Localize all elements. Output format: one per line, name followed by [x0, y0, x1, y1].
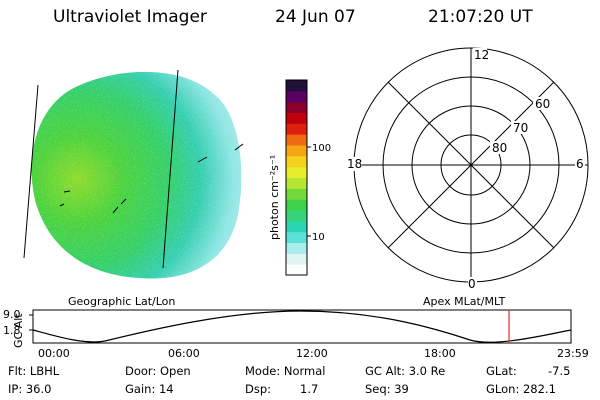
mlt-label-6: 6 [576, 157, 584, 171]
colorbar [285, 79, 311, 276]
info-gc-alt: GC Alt: 3.0 Re [365, 364, 446, 378]
colorbar-swatch [286, 155, 307, 168]
timeline-ytick-9: 9.0 [3, 308, 21, 321]
colorbar-swatch [286, 199, 307, 211]
colorbar-swatch [286, 90, 307, 103]
info-ip: IP: 36.0 [8, 382, 52, 396]
colorbar-tick-100: 100 [312, 143, 331, 154]
timeline-xtick-1800: 18:00 [424, 347, 456, 360]
colorbar-swatch [286, 177, 307, 189]
colorbar-swatch [286, 80, 307, 92]
map-overlay-lines [23, 69, 244, 269]
info-glat-label: GLat: [486, 364, 517, 378]
timeline-xtick-0600: 06:00 [168, 347, 200, 360]
colorbar-swatch [286, 264, 307, 276]
colorbar-swatch [286, 188, 307, 200]
colorbar-swatch [286, 166, 307, 178]
info-gain: Gain: 14 [125, 382, 174, 396]
colorbar-swatch [286, 112, 307, 124]
mlt-label-12: 12 [474, 48, 489, 62]
uvi-earth-disk [31, 71, 242, 279]
lat-label-60: 60 [535, 97, 550, 111]
mlt-label-18: 18 [347, 157, 362, 171]
info-dsp-label: Dsp: [245, 382, 272, 396]
colorbar-swatch [286, 253, 307, 265]
app-title: Ultraviolet Imager [53, 7, 207, 27]
timeline-right-title: Apex MLat/MLT [423, 295, 506, 308]
info-dsp-value: 1.7 [300, 382, 319, 396]
info-glat-value: -7.5 [548, 364, 571, 378]
polar-grid [353, 47, 589, 283]
timeline-xtick-2359: 23:59 [557, 347, 589, 360]
colorbar-frame [285, 79, 308, 276]
info-seq: Seq: 39 [365, 382, 409, 396]
orbit-timeline [29, 309, 572, 344]
colorbar-tick-10: 10 [312, 232, 325, 243]
colorbar-swatch [286, 145, 307, 157]
info-mode: Mode: Normal [245, 364, 326, 378]
info-glon: GLon: 282.1 [486, 382, 556, 396]
info-filter: Flt: LBHL [8, 364, 60, 378]
colorbar-swatch [286, 210, 307, 222]
timeline-left-title: Geographic Lat/Lon [68, 295, 175, 308]
lat-label-70: 70 [513, 121, 528, 135]
colorbar-swatch [286, 242, 307, 254]
colorbar-swatch [286, 134, 307, 146]
timeline-ytick-1_8: 1.8 [3, 324, 21, 337]
colorbar-swatch [286, 231, 307, 243]
image-time: 21:07:20 UT [428, 7, 533, 27]
timeline-ylabel: GC Alt [12, 313, 25, 348]
timeline-xtick-0000: 00:00 [38, 347, 70, 360]
info-door: Door: Open [125, 364, 191, 378]
lat-label-80: 80 [492, 141, 507, 155]
colorbar-swatch [286, 123, 307, 135]
colorbar-label: photon cm⁻²s⁻¹ [268, 155, 281, 240]
mlt-label-0: 0 [468, 277, 476, 291]
timeline-xtick-1200: 12:00 [296, 347, 328, 360]
image-date: 24 Jun 07 [275, 7, 356, 27]
colorbar-swatch [286, 101, 307, 113]
colorbar-swatch [286, 220, 307, 233]
